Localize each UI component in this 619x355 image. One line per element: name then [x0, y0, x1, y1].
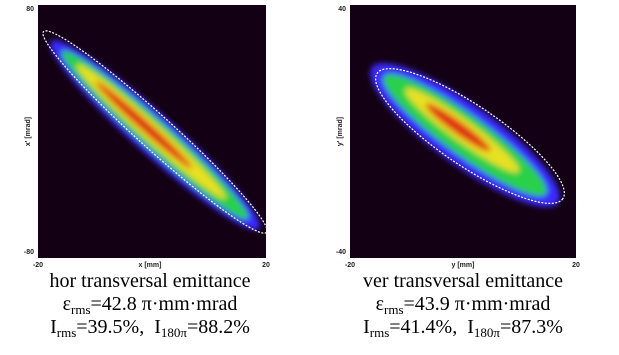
value: =39.5%, I [76, 316, 161, 338]
emittance-line: εrms=43.9 π·mm·mrad [318, 293, 608, 316]
symbol: I [363, 316, 370, 338]
subscript: 180π [160, 325, 187, 340]
value: =41.4%, I [389, 316, 474, 338]
x-tick-label: 20 [572, 262, 580, 269]
subscript: rms [71, 302, 91, 317]
y-tick-label: 40 [338, 6, 346, 13]
current-line: Irms=41.4%, I180π=87.3% [318, 316, 608, 339]
subscript: rms [56, 325, 77, 340]
x-tick-label: -20 [345, 262, 355, 269]
symbol: ε [375, 293, 384, 315]
y-tick-label: -80 [24, 249, 34, 256]
value: =87.3% [499, 316, 563, 338]
subscript: rms [369, 325, 390, 340]
caption: ver transversal emittance εrms=43.9 π·mm·… [318, 270, 608, 339]
caption-title: hor transversal emittance [49, 270, 251, 292]
symbol: I [50, 316, 57, 338]
plots: 80 -80 -20 20 x [mm] x' [mrad] 40 -40 -20 20 y [mm… [24, 5, 580, 269]
value: =42.8 π·mm·mrad [90, 293, 238, 315]
x-tick-label: -20 [33, 262, 43, 269]
symbol: ε [62, 293, 71, 315]
subscript: 180π [473, 325, 500, 340]
emittance-line: εrms=42.8 π·mm·mrad [5, 293, 295, 316]
caption-title: ver transversal emittance [363, 270, 563, 292]
value: =43.9 π·mm·mrad [403, 293, 551, 315]
x-tick-label: 20 [262, 262, 270, 269]
x-axis-label: x [mm] [139, 262, 162, 269]
subscript: rms [384, 302, 404, 317]
y-tick-label: 80 [26, 6, 34, 13]
phase-space-left [38, 5, 268, 258]
y-axis-label: y' [mrad] [337, 117, 344, 146]
current-line: Irms=39.5%, I180π=88.2% [5, 316, 295, 339]
y-tick-label: -40 [336, 249, 346, 256]
caption: hor transversal emittance εrms=42.8 π·mm·… [5, 270, 295, 339]
phase-space-right [350, 5, 576, 258]
x-axis-label: y [mm] [452, 262, 475, 269]
y-axis-label: x' [mrad] [25, 117, 32, 146]
value: =88.2% [186, 316, 250, 338]
